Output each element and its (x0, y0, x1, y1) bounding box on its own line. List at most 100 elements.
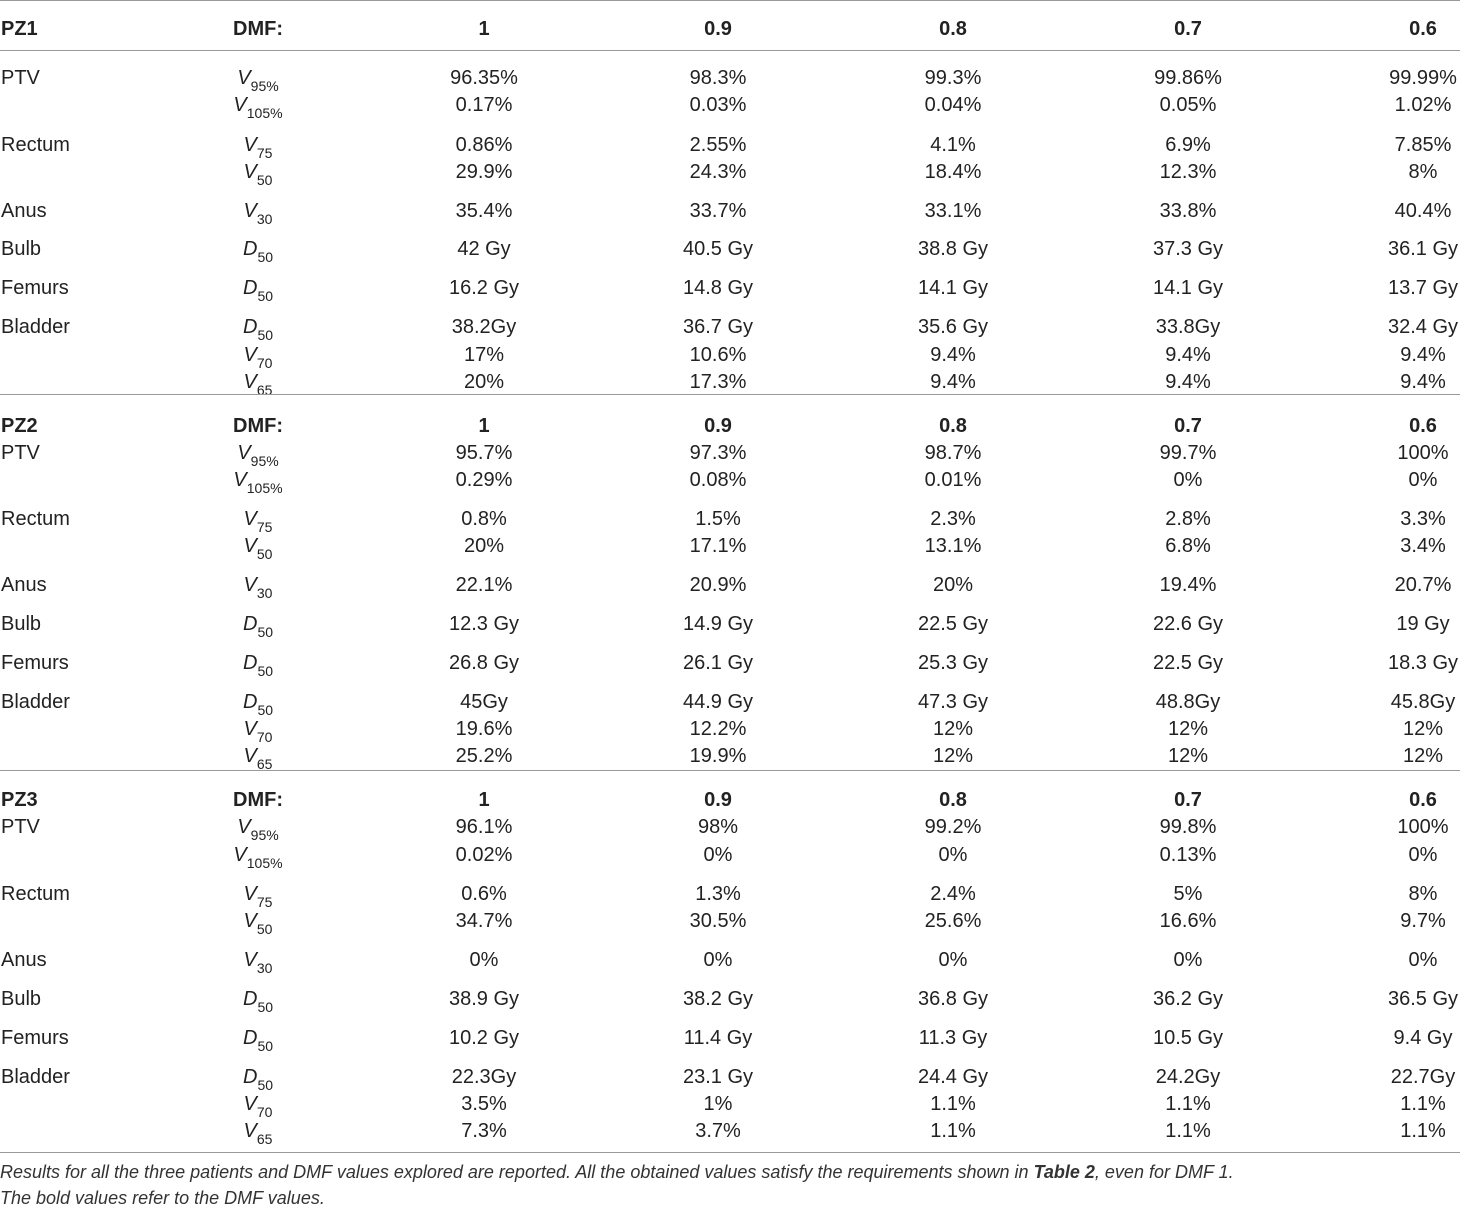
table-cell-text: 16.6% (1159, 910, 1217, 932)
dose-metric-text: V75 (244, 884, 273, 909)
metric-symbol: D (242, 316, 258, 338)
table-cell-text: 25.3 Gy (917, 652, 989, 674)
table-cell-text: 20% (932, 574, 974, 596)
table-cell-text: 44.9 Gy (682, 691, 754, 713)
table-cell-text: 1.02% (1394, 94, 1452, 116)
metric-symbol: V (243, 535, 257, 557)
table-cell-text: 17.1% (689, 535, 747, 557)
table-cell-text: 17% (463, 344, 505, 366)
table-cell-text: 33.1% (924, 200, 982, 222)
table-cell-text: 96.35% (450, 67, 518, 89)
dmf-value-text: 0.6 (1409, 18, 1437, 40)
table-cell-text: 0.04% (924, 94, 982, 116)
table-cell-text: 18.3 Gy (1387, 652, 1459, 674)
dmf-value-text: 0.8 (939, 789, 967, 811)
table-cell-text: 7.85% (1394, 134, 1452, 156)
organ-label: PTV (1, 67, 40, 89)
metric-subscript: 105% (246, 855, 283, 871)
table-cell-text: 10.2 Gy (448, 1027, 520, 1049)
metric-subscript: 75 (256, 894, 273, 910)
table-cell-text: 14.9 Gy (682, 613, 754, 635)
dose-metric-text: V70 (244, 345, 273, 370)
organ-label: Bladder (1, 316, 70, 338)
metric-subscript: 50 (257, 999, 274, 1015)
metric-symbol: D (242, 652, 258, 674)
table-cell-text: 14.1 Gy (1152, 277, 1224, 299)
metric-symbol: D (242, 613, 258, 635)
table-cell-text: 0.29% (455, 469, 513, 491)
dmf-header-text: DMF: (233, 415, 283, 437)
organ-label: Femurs (1, 1027, 69, 1049)
table-cell-text: 1.1% (1400, 1120, 1446, 1142)
metric-subscript: 50 (257, 624, 274, 640)
table-cell-text: 0% (1173, 949, 1203, 971)
table-cell-text: 98.7% (924, 442, 982, 464)
table-cell-text: 10.6% (689, 344, 747, 366)
table-footnote-1: Results for all the three patients and D… (0, 1162, 1234, 1183)
metric-subscript: 65 (256, 1131, 273, 1147)
table-cell-text: 18.4% (924, 161, 982, 183)
metric-symbol: V (233, 469, 247, 491)
dose-metric-text: V50 (244, 911, 273, 936)
table-cell-text: 3.4% (1400, 535, 1446, 557)
metric-subscript: 75 (256, 145, 273, 161)
dmf-value-text: 0.7 (1174, 789, 1202, 811)
table-cell-text: 0% (469, 949, 499, 971)
dmf-value-text: 0.6 (1409, 415, 1437, 437)
table-cell-text: 99.86% (1154, 67, 1222, 89)
organ-label: Anus (1, 949, 47, 971)
section-separator-rule (0, 770, 1460, 771)
metric-subscript: 50 (256, 172, 273, 188)
dose-metric-text: V65 (244, 1121, 273, 1146)
dose-metric-text: V75 (244, 135, 273, 160)
table-cell-text: 12.3% (1159, 161, 1217, 183)
table-cell-text: 16.2 Gy (448, 277, 520, 299)
table-cell-text: 36.5 Gy (1387, 988, 1459, 1010)
dose-metric-text: V65 (243, 371, 273, 397)
metric-symbol: V (243, 161, 257, 183)
table-cell-text: 0% (703, 844, 733, 866)
organ-label: Bladder (1, 691, 70, 713)
metric-subscript: 50 (257, 663, 274, 679)
table-cell-text: 12% (932, 718, 974, 740)
metric-symbol: V (233, 94, 247, 116)
table-cell-text: 24.3% (689, 161, 747, 183)
table-cell-text: 8% (1408, 161, 1438, 183)
dmf-header-text: DMF: (233, 789, 283, 811)
table-cell-text: 2.8% (1165, 508, 1211, 530)
table-cell-text: 96.1% (455, 816, 513, 838)
metric-subscript: 30 (256, 960, 273, 976)
table-cell-text: 37.3 Gy (1152, 238, 1224, 260)
table-cell-text: 99.7% (1159, 442, 1217, 464)
table-cell-text: 26.1 Gy (682, 652, 754, 674)
table-cell-text: 25.2% (455, 745, 513, 767)
table-cell-text: 5% (1173, 883, 1203, 905)
metric-symbol: V (243, 949, 257, 971)
metric-symbol: D (242, 691, 258, 713)
table-cell-text: 23.1 Gy (682, 1066, 754, 1088)
table-cell-text: 0.05% (1159, 94, 1217, 116)
table-cell-text: 9.4% (930, 344, 976, 366)
metric-subscript: 75 (256, 519, 273, 535)
section-separator-rule (0, 394, 1460, 395)
dmf-value-text: 1 (478, 415, 490, 437)
footnote-text-before: Results for all the three patients and D… (0, 1162, 1034, 1182)
organ-label: Anus (1, 574, 47, 596)
metric-subscript: 50 (257, 249, 274, 265)
table-cell-text: 36.8 Gy (917, 988, 989, 1010)
dose-metric-text: V105% (233, 845, 282, 870)
organ-label: PTV (1, 442, 40, 464)
table-cell-text: 11.3 Gy (918, 1027, 988, 1049)
table-cell-text: 14.8 Gy (682, 277, 754, 299)
table-cell-text: 22.1% (455, 574, 513, 596)
metric-subscript: 65 (256, 756, 273, 772)
metric-subscript: 30 (256, 585, 273, 601)
table-cell-text: 0% (703, 949, 733, 971)
table-cell-text: 33.7% (689, 200, 747, 222)
metric-symbol: V (243, 371, 257, 393)
table-cell-text: 35.4% (455, 200, 513, 222)
organ-label: Anus (1, 200, 47, 222)
table-cell-text: 29.9% (455, 161, 513, 183)
table-cell-text: 1.5% (695, 508, 741, 530)
table-cell-text: 22.5 Gy (1152, 652, 1224, 674)
